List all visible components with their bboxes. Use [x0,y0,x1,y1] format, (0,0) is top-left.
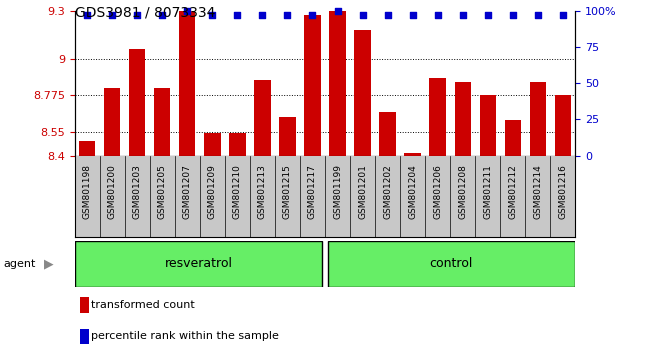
Text: GSM801210: GSM801210 [233,164,242,219]
Point [157,12,168,18]
Point [358,12,368,18]
Text: GSM801208: GSM801208 [458,164,467,219]
Text: transformed count: transformed count [91,299,195,310]
Text: GSM801209: GSM801209 [208,164,217,219]
Text: GSM801213: GSM801213 [258,164,267,219]
Text: GSM801205: GSM801205 [158,164,167,219]
Text: GSM801217: GSM801217 [308,164,317,219]
Bar [530,81,546,156]
Bar [104,88,120,156]
Bar [480,95,496,156]
Point [107,12,118,18]
Bar [404,153,421,156]
Point [132,12,142,18]
Bar [430,78,446,156]
Text: control: control [430,257,473,270]
Bar [80,297,89,313]
Text: GSM801215: GSM801215 [283,164,292,219]
Point [282,12,293,18]
Point [458,12,468,18]
Bar [328,241,575,287]
Bar [75,241,322,287]
Point [182,8,192,13]
Text: ▶: ▶ [44,257,54,270]
Point [382,12,393,18]
Point [307,12,318,18]
Bar [354,30,370,156]
Point [508,12,518,18]
Bar [129,49,146,156]
Bar [504,120,521,156]
Text: GSM801211: GSM801211 [483,164,492,219]
Bar [79,141,96,156]
Text: GSM801200: GSM801200 [108,164,117,219]
Point [207,12,218,18]
Text: GSM801214: GSM801214 [533,164,542,219]
Point [257,12,268,18]
Bar [454,81,471,156]
Bar [80,329,89,344]
Text: GSM801206: GSM801206 [433,164,442,219]
Point [408,12,418,18]
Text: GSM801202: GSM801202 [383,164,392,219]
Point [332,8,343,13]
Bar [280,117,296,156]
Text: GSM801198: GSM801198 [83,164,92,219]
Text: GSM801203: GSM801203 [133,164,142,219]
Bar [254,80,270,156]
Point [432,12,443,18]
Text: GSM801199: GSM801199 [333,164,342,219]
Bar [554,95,571,156]
Text: agent: agent [3,259,36,269]
Point [532,12,543,18]
Text: GDS3981 / 8073334: GDS3981 / 8073334 [75,5,215,19]
Point [482,12,493,18]
Point [232,12,242,18]
Text: percentile rank within the sample: percentile rank within the sample [91,331,279,342]
Bar [204,133,220,156]
Text: GSM801207: GSM801207 [183,164,192,219]
Text: resveratrol: resveratrol [164,257,233,270]
Text: GSM801216: GSM801216 [558,164,567,219]
Text: GSM801212: GSM801212 [508,164,517,219]
Point [558,12,568,18]
Bar [154,88,170,156]
Point [82,12,92,18]
Bar [229,133,246,156]
Bar [304,16,320,156]
Bar [179,11,196,156]
Bar [380,112,396,156]
Bar [330,11,346,156]
Text: GSM801201: GSM801201 [358,164,367,219]
Text: GSM801204: GSM801204 [408,164,417,219]
